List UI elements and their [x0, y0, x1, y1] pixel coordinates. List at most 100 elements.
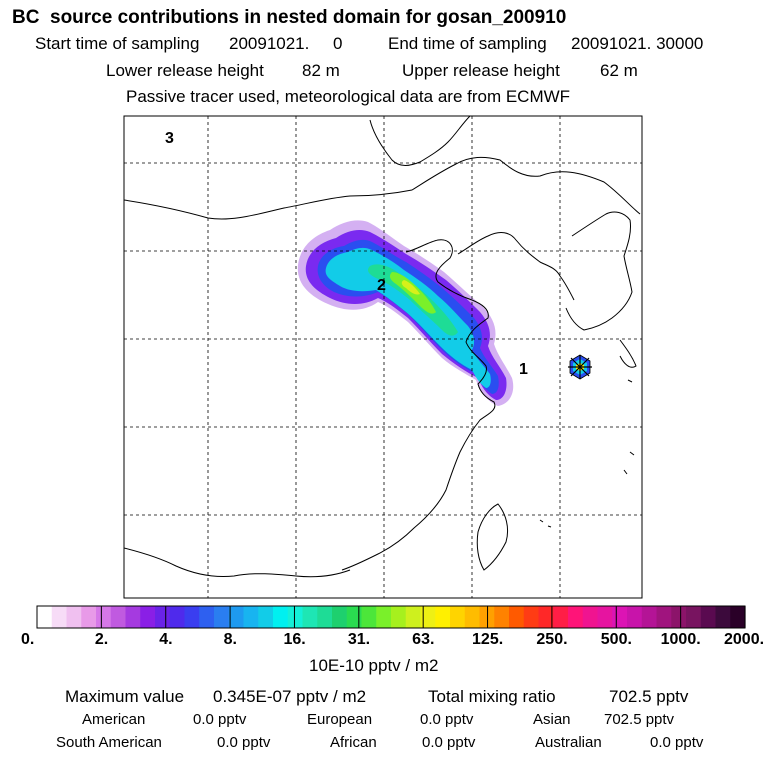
colorbar-swatch — [228, 606, 245, 628]
colorbar-swatch — [110, 606, 127, 628]
colorbar-swatch — [376, 606, 392, 628]
colorbar-swatch — [597, 606, 613, 628]
colorbar-tick-label: 0. — [21, 631, 35, 648]
source-label-2: 2 — [377, 277, 386, 294]
plume-cyan — [325, 247, 491, 388]
colorbar-swatch — [258, 606, 274, 628]
source-label-1: 1 — [519, 361, 528, 378]
colorbar-swatch — [184, 606, 200, 628]
colorbar-tick-label: 16. — [283, 631, 306, 648]
plume-yellow — [401, 280, 420, 295]
colorbar-swatch — [273, 606, 289, 628]
panel-number: 3 — [165, 130, 174, 147]
colorbar-swatch — [553, 606, 569, 628]
total-mixing-label: Total mixing ratio — [428, 687, 556, 706]
colorbar-swatch — [686, 606, 702, 628]
colorbar-swatch — [332, 606, 348, 628]
colorbar-swatch — [214, 606, 230, 628]
colorbar-swatch — [700, 606, 717, 628]
colorbar-tick-label: 4. — [159, 631, 173, 648]
colorbar-swatch — [464, 606, 481, 628]
colorbar-swatch — [155, 606, 171, 628]
colorbar-swatch — [317, 606, 333, 628]
receptor-marker — [568, 354, 592, 380]
asian-label: Asian — [533, 711, 571, 728]
colorbar-swatch — [420, 606, 436, 628]
lat-lon-grid — [124, 116, 642, 598]
total-mixing-value: 702.5 pptv — [609, 687, 689, 706]
african-label: African — [330, 734, 377, 751]
colorbar-tick-label: 31. — [347, 631, 371, 648]
map-area — [124, 116, 642, 598]
colorbar-swatch — [140, 606, 156, 628]
european-label: European — [307, 711, 373, 728]
colorbar-swatch — [66, 606, 82, 628]
colorbar-swatch — [538, 606, 554, 628]
colorbar-tick-label: 1000. — [660, 631, 701, 648]
start-time-label: Start time of sampling — [35, 34, 200, 53]
end-time-label: End time of sampling — [388, 34, 547, 53]
colorbar-swatch — [612, 606, 628, 628]
upper-height-value: 62 m — [600, 61, 638, 80]
colorbar-swatch — [361, 606, 377, 628]
upper-height-label: Upper release height — [402, 61, 560, 80]
colorbar-swatch — [243, 606, 259, 628]
coastlines — [124, 116, 641, 578]
colorbar-swatch — [509, 606, 525, 628]
colorbar-swatch — [37, 606, 53, 628]
american-label: American — [82, 711, 146, 728]
colorbar-swatch — [568, 606, 584, 628]
colorbar-swatch — [730, 606, 746, 628]
colorbar-swatch — [81, 606, 97, 628]
lower-height-value: 82 m — [302, 61, 340, 80]
colorbar-tick-label: 2. — [94, 631, 109, 648]
colorbar-swatch — [494, 606, 510, 628]
colorbar-tick-label: 500. — [600, 631, 632, 648]
colorbar-swatch — [671, 606, 687, 628]
start-time-value: 20091021. 0 — [229, 34, 343, 53]
colorbar-swatch — [656, 606, 672, 628]
european-value: 0.0 pptv — [420, 711, 474, 728]
colorbar-swatch — [582, 606, 599, 628]
colorbar-swatch — [346, 606, 363, 628]
american-value: 0.0 pptv — [193, 711, 247, 728]
figure-title: BC source contributions in nested domain… — [12, 7, 567, 28]
southamerican-label: South American — [56, 734, 162, 751]
colorbar-tick-label: 8. — [223, 631, 237, 648]
colorbar-swatch — [199, 606, 215, 628]
colorbar-swatch — [125, 606, 141, 628]
southamerican-value: 0.0 pptv — [217, 734, 271, 751]
australian-value: 0.0 pptv — [650, 734, 704, 751]
colorbar — [37, 606, 746, 628]
colorbar-unit: 10E-10 pptv / m2 — [309, 656, 439, 675]
max-value: 0.345E-07 pptv / m2 — [213, 687, 367, 706]
colorbar-swatch — [627, 606, 643, 628]
asian-value: 702.5 pptv — [604, 711, 675, 728]
colorbar-swatch — [96, 606, 112, 628]
colorbar-swatch — [523, 606, 540, 628]
end-time-value: 20091021. 30000 — [571, 34, 704, 53]
colorbar-swatch — [715, 606, 731, 628]
colorbar-tick-label: 250. — [536, 631, 568, 648]
colorbar-swatch — [302, 606, 318, 628]
colorbar-ticks — [36, 606, 746, 628]
colorbar-swatch — [287, 606, 304, 628]
colorbar-swatch — [169, 606, 186, 628]
colorbar-swatch — [450, 606, 466, 628]
max-value-label: Maximum value — [65, 687, 185, 706]
lower-height-label: Lower release height — [106, 61, 264, 80]
colorbar-tick-label: 63. — [412, 631, 435, 648]
tracer-note: Passive tracer used, meteorological data… — [126, 87, 571, 106]
colorbar-tick-label: 2000. — [724, 631, 765, 648]
colorbar-swatch — [405, 606, 422, 628]
map-frame — [123, 115, 643, 599]
plume-teal — [368, 264, 458, 336]
colorbar-swatch — [391, 606, 407, 628]
colorbar-swatch — [435, 606, 451, 628]
colorbar-tick-label: 125. — [472, 631, 504, 648]
african-value: 0.0 pptv — [422, 734, 476, 751]
colorbar-swatch — [641, 606, 658, 628]
australian-label: Australian — [535, 734, 602, 751]
colorbar-swatch — [51, 606, 68, 628]
